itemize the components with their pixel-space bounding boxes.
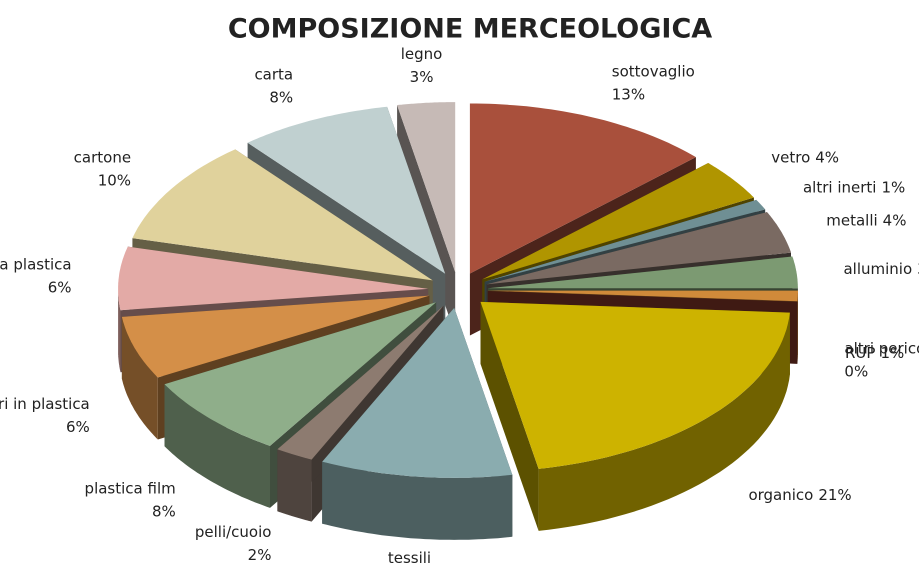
slice [487, 256, 798, 289]
value-label: 8% [152, 503, 176, 521]
value-label: 2% [248, 546, 272, 564]
value-label: 21% [818, 485, 851, 503]
category-label: carta [254, 66, 293, 84]
value-label: 1% [880, 343, 904, 361]
value-label: 8% [269, 89, 293, 107]
category-label: pelli/cuoio [195, 523, 272, 541]
category-label: organico [748, 485, 813, 503]
slice [118, 246, 429, 311]
slice [247, 106, 446, 274]
value-label: 6% [48, 278, 72, 296]
category-label: altri inerti [803, 178, 876, 196]
slice-wall [277, 305, 444, 512]
slice [469, 103, 696, 274]
slice-label: metalli 4% [826, 211, 906, 229]
category-label: alluminio [843, 259, 912, 277]
category-label: sottovaglio [612, 63, 695, 81]
slice [486, 212, 791, 285]
slice-side [118, 288, 121, 373]
slice-label: alluminio 3% [843, 259, 919, 277]
slice [121, 295, 430, 378]
slice-label: organico 21% [748, 485, 851, 503]
value-label: 4% [815, 148, 839, 166]
slice-side [277, 449, 312, 522]
slice [322, 307, 513, 478]
slice [132, 149, 433, 281]
category-label: altra plastica [0, 255, 72, 273]
slice [482, 163, 754, 280]
value-label: 3% [917, 259, 919, 277]
slice-side [538, 312, 790, 531]
slice [164, 302, 437, 446]
category-label: metalli [826, 211, 877, 229]
value-label: 1% [881, 178, 905, 196]
category-label: vetro [771, 148, 810, 166]
slice-side [322, 461, 513, 540]
slice-label: vetro 4% [771, 148, 839, 166]
slice-wall [480, 301, 539, 531]
category-label: contenitori in plastica [0, 395, 90, 413]
slice-side [121, 316, 158, 440]
slice [488, 290, 798, 302]
slice-side [164, 384, 270, 508]
slice-label: altri inerti 1% [803, 178, 905, 196]
slice [484, 199, 766, 282]
value-label: 4% [883, 211, 907, 229]
category-label: RUP [845, 343, 875, 361]
slice [397, 102, 456, 273]
category-label: cartone [74, 149, 131, 167]
category-label: legno [401, 45, 443, 63]
category-label: tessili [388, 549, 431, 567]
value-label: 3% [410, 68, 434, 86]
slice-side [797, 290, 798, 364]
slice [277, 305, 444, 460]
category-label: altri pericolosi [844, 339, 919, 357]
slice [480, 301, 790, 469]
value-label: 6% [66, 418, 90, 436]
slice-label: RUP 1% [845, 343, 904, 361]
chart-title: COMPOSIZIONE MERCEOLOGICA [228, 14, 712, 45]
value-label: 13% [612, 86, 645, 104]
category-label: plastica film [85, 480, 176, 498]
value-label: 10% [98, 172, 131, 190]
value-label: 0% [844, 362, 868, 380]
